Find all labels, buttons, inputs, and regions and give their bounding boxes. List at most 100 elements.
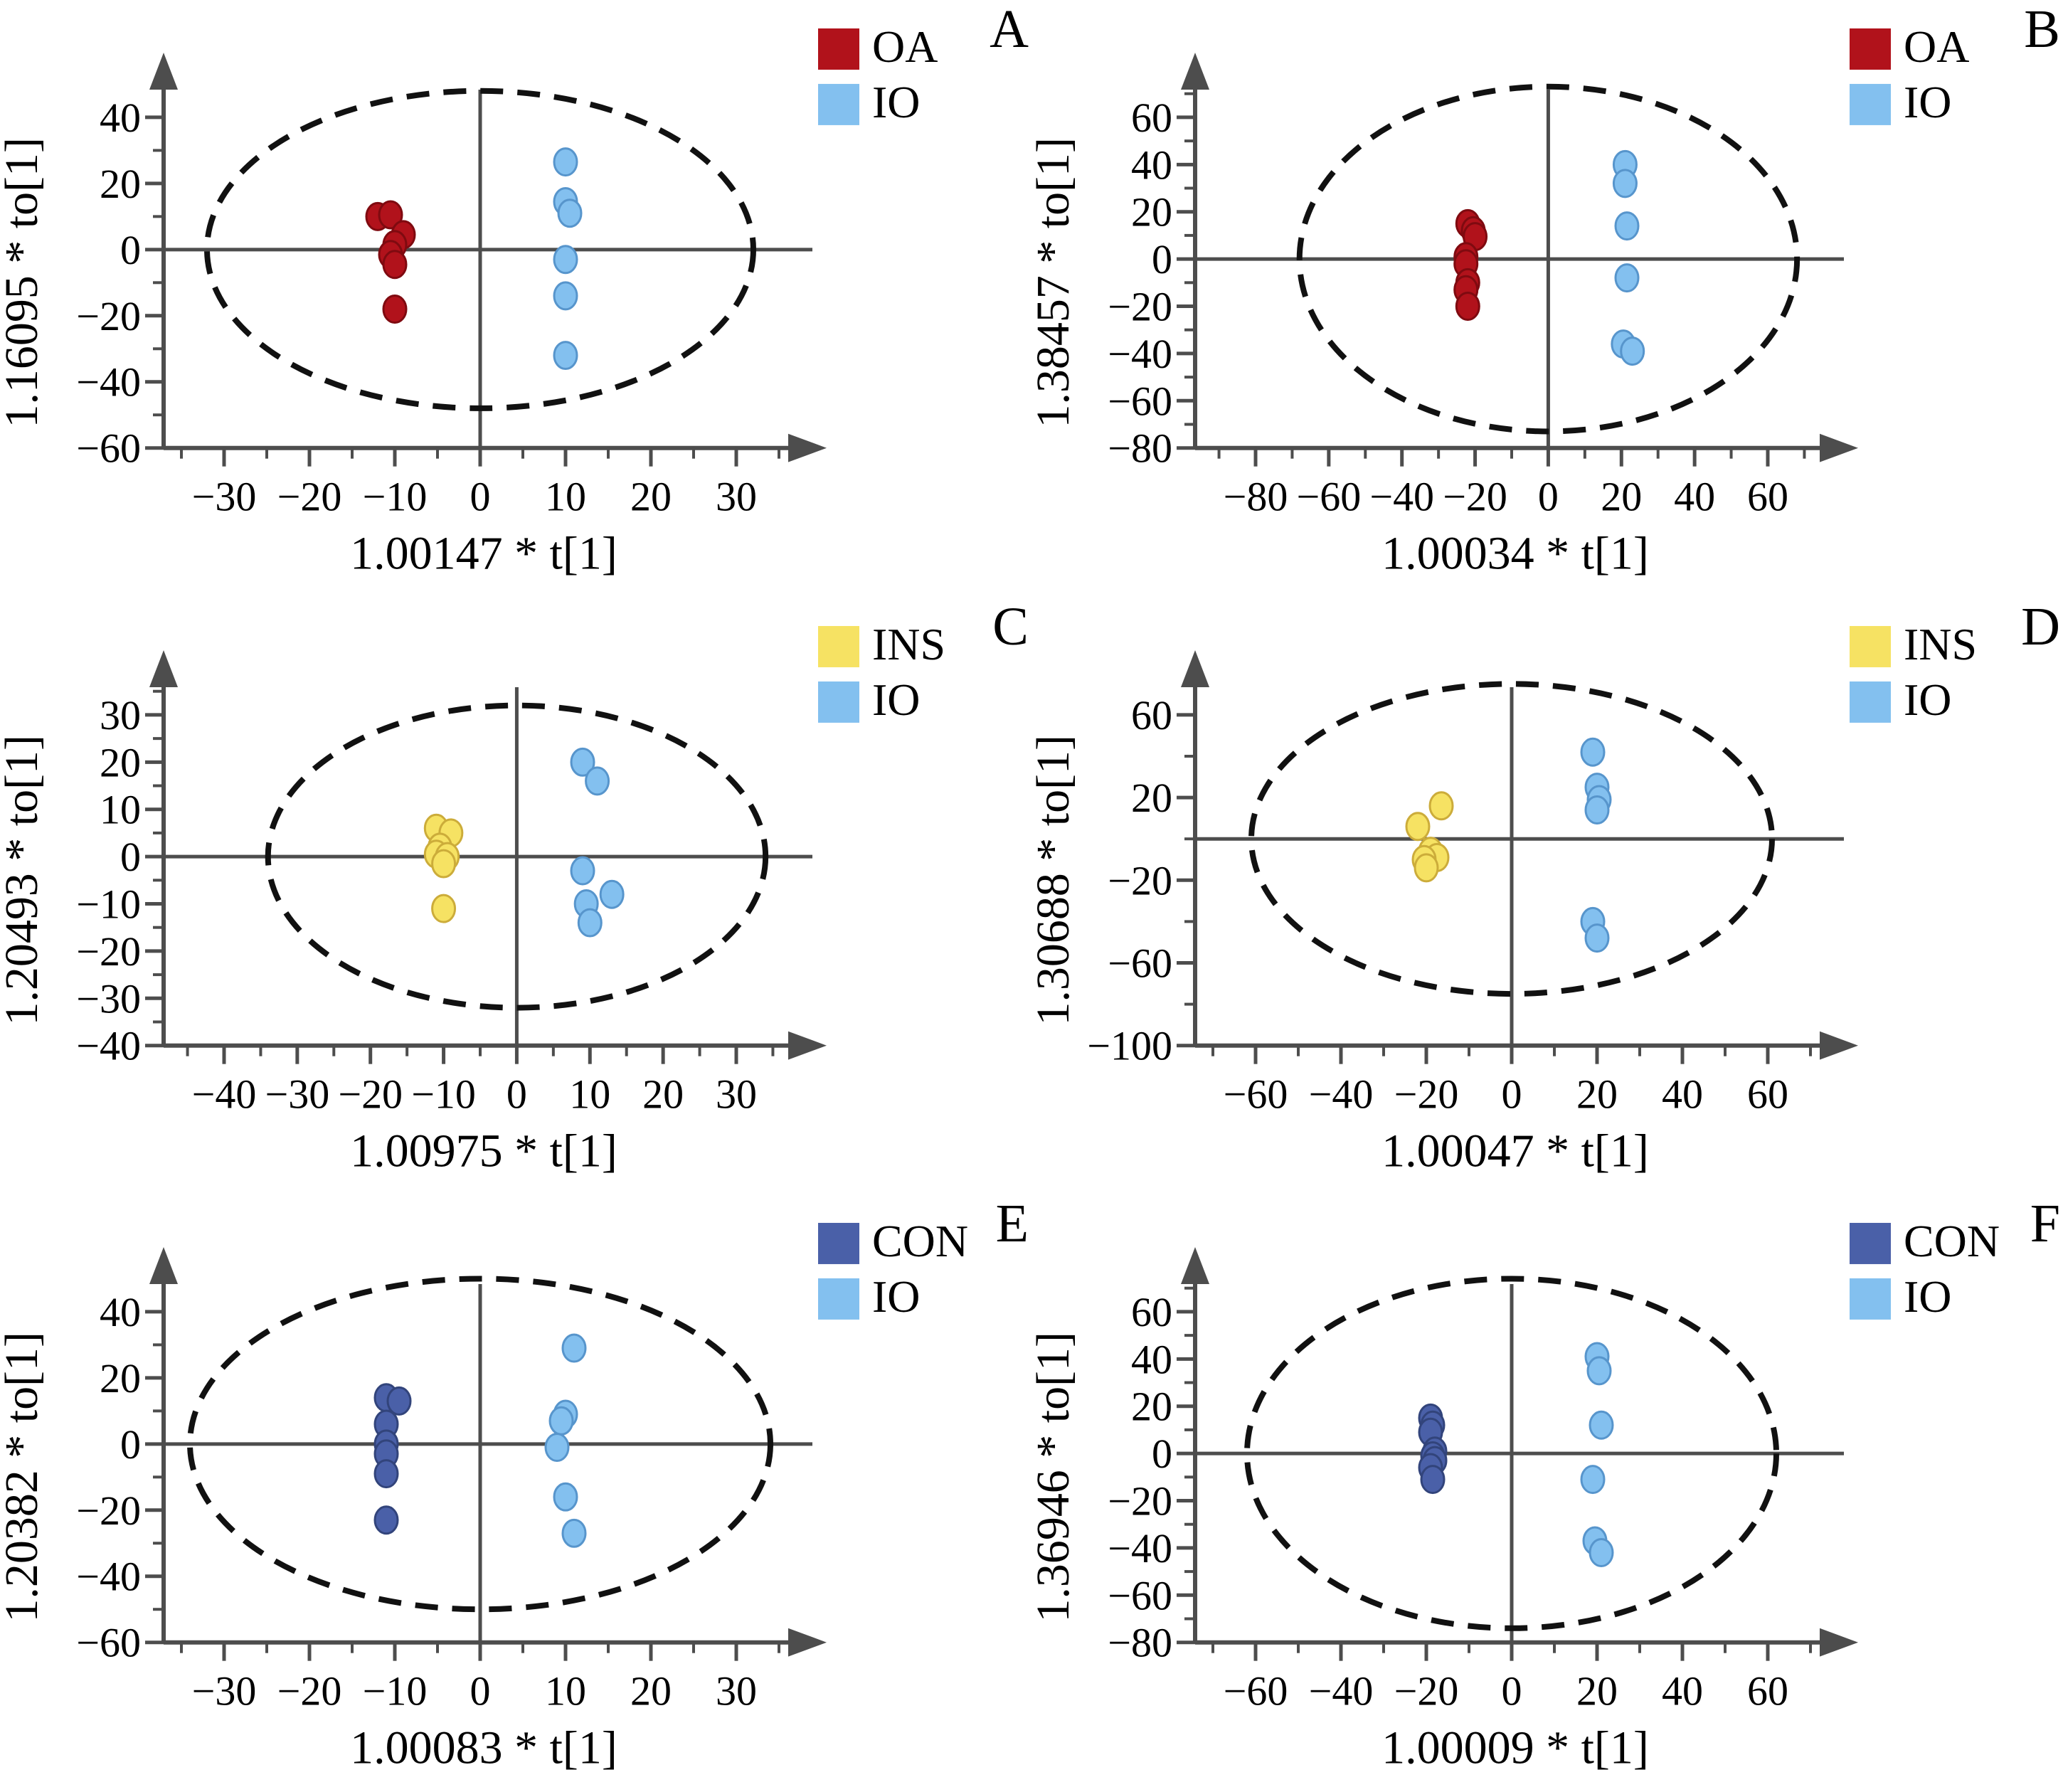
hotelling-ellipse xyxy=(204,88,756,411)
y-tick-label: −20 xyxy=(1108,284,1172,330)
legend-swatch-IO xyxy=(1850,681,1891,723)
y-tick-label: 20 xyxy=(100,739,141,785)
x-tick-label: 40 xyxy=(1662,1668,1703,1714)
x-tick-label: 40 xyxy=(1674,474,1715,520)
data-point-IO xyxy=(1620,336,1645,366)
legend-swatch-IO xyxy=(818,681,859,723)
series-CON xyxy=(373,1383,412,1535)
x-axis-arrow-icon xyxy=(788,433,827,462)
x-tick-label: 0 xyxy=(507,1071,527,1117)
x-tick-label: −80 xyxy=(1224,474,1288,520)
y-tick-label: −80 xyxy=(1108,1620,1172,1666)
x-tick-label: 40 xyxy=(1662,1071,1703,1117)
data-point-IO xyxy=(1580,1465,1606,1495)
x-tick-label: 10 xyxy=(545,1668,586,1714)
y-axis-title: 1.20493 * to[1] xyxy=(0,735,48,1026)
panel-letter: C xyxy=(992,598,1029,657)
data-point-IO xyxy=(1584,795,1610,825)
y-axis-title: 1.36946 * to[1] xyxy=(1032,1332,1079,1623)
x-tick-label: 20 xyxy=(642,1071,684,1117)
x-tick-label: −20 xyxy=(1443,474,1507,520)
x-tick-label: 30 xyxy=(716,1071,757,1117)
data-point-IO xyxy=(553,341,578,371)
x-tick-label: 30 xyxy=(716,474,757,520)
hotelling-ellipse xyxy=(1296,83,1801,435)
y-axis-arrow-icon xyxy=(1181,52,1209,90)
panel-D: −60 −40 −20 0 20 40 60 60 20 −20 −60 −100 1.00047 * … xyxy=(1032,598,2063,1195)
data-point-IO xyxy=(1586,1356,1612,1386)
y-tick-label: 20 xyxy=(1131,1384,1172,1430)
x-tick-label: −40 xyxy=(1309,1668,1374,1714)
y-tick-label: 20 xyxy=(1131,189,1172,235)
x-axis-arrow-icon xyxy=(1820,1628,1858,1657)
y-tick-label: −40 xyxy=(76,1554,141,1600)
y-axis-arrow-icon xyxy=(149,52,178,90)
panel-letter: D xyxy=(2021,598,2060,657)
data-point-INS xyxy=(1405,811,1431,841)
data-point-INS xyxy=(1414,852,1439,882)
legend-label-INS: INS xyxy=(1904,619,1977,669)
x-axis-arrow-icon xyxy=(788,1628,827,1657)
x-tick-label: −20 xyxy=(338,1071,403,1117)
x-tick-label: 10 xyxy=(545,474,586,520)
y-tick-label: −60 xyxy=(1108,940,1172,986)
y-tick-label: −80 xyxy=(1108,425,1172,472)
y-tick-label: −60 xyxy=(1108,1572,1172,1618)
y-tick-label: −20 xyxy=(1108,1478,1172,1525)
series-INS xyxy=(423,813,464,923)
y-axis-title: 1.38457 * to[1] xyxy=(1032,137,1079,428)
data-point-IO xyxy=(570,747,595,777)
y-tick-label: −40 xyxy=(76,359,141,405)
panel-letter: F xyxy=(2030,1194,2060,1253)
legend-label-CON: CON xyxy=(872,1216,968,1266)
x-axis-arrow-icon xyxy=(1820,1031,1858,1060)
y-tick-label: −100 xyxy=(1087,1022,1172,1069)
series-CON xyxy=(1418,1404,1448,1495)
y-axis-title: 1.20382 * to[1] xyxy=(0,1332,48,1623)
x-tick-label: −10 xyxy=(363,474,428,520)
hotelling-ellipse xyxy=(265,702,769,1011)
x-tick-label: −40 xyxy=(192,1071,257,1117)
x-tick-label: 0 xyxy=(1538,474,1559,520)
scatter-plot-D: −60 −40 −20 0 20 40 60 60 20 −20 −60 −100 1.00047 * … xyxy=(1032,598,2060,1177)
panel-B: −80 −60 −40 −20 0 20 40 60 60 40 20 0 −20 −40 −60 −80 1.… xyxy=(1032,0,2063,598)
legend-swatch-INS xyxy=(818,625,859,667)
data-point-IO xyxy=(1589,1410,1614,1440)
y-tick-label: −10 xyxy=(76,881,141,927)
data-point-IO xyxy=(553,245,578,275)
x-tick-label: −20 xyxy=(277,1668,342,1714)
y-tick-label: 30 xyxy=(100,692,141,738)
y-tick-label: −20 xyxy=(76,928,141,974)
data-point-IO xyxy=(585,765,610,795)
legend-label-OA: OA xyxy=(1904,21,1969,72)
x-tick-label: −10 xyxy=(363,1668,428,1714)
x-axis-title: 1.00975 * t[1] xyxy=(350,1125,617,1177)
x-tick-label: −60 xyxy=(1224,1668,1288,1714)
data-point-IO xyxy=(1589,1538,1614,1568)
data-point-INS xyxy=(431,849,457,879)
series-IO xyxy=(1611,149,1645,366)
y-axis-arrow-icon xyxy=(1181,650,1209,687)
x-tick-label: 20 xyxy=(1576,1668,1618,1714)
legend-label-IO: IO xyxy=(872,1271,921,1322)
y-tick-label: −40 xyxy=(1108,331,1172,377)
data-point-INS xyxy=(1428,790,1454,820)
y-tick-label: 40 xyxy=(100,1289,141,1335)
y-axis-arrow-icon xyxy=(1181,1247,1209,1285)
legend-label-CON: CON xyxy=(1904,1216,2000,1266)
x-tick-label: 10 xyxy=(569,1071,610,1117)
y-tick-label: −20 xyxy=(76,1488,141,1534)
scatter-plot-E: −30 −20 −10 0 10 20 30 40 20 0 −20 −40 −60 1.00083 * … xyxy=(0,1194,1029,1774)
x-tick-label: −30 xyxy=(192,474,257,520)
y-tick-label: −60 xyxy=(76,1620,141,1666)
data-point-INS xyxy=(431,894,457,923)
x-tick-label: 60 xyxy=(1747,1668,1788,1714)
x-tick-label: 20 xyxy=(630,474,672,520)
series-OA xyxy=(365,200,416,324)
hotelling-ellipse xyxy=(187,1276,773,1613)
data-point-IO xyxy=(553,281,578,311)
y-tick-label: −20 xyxy=(76,293,141,339)
x-tick-label: 60 xyxy=(1747,474,1788,520)
x-tick-label: −20 xyxy=(277,474,342,520)
legend-swatch-IO xyxy=(818,1278,859,1320)
